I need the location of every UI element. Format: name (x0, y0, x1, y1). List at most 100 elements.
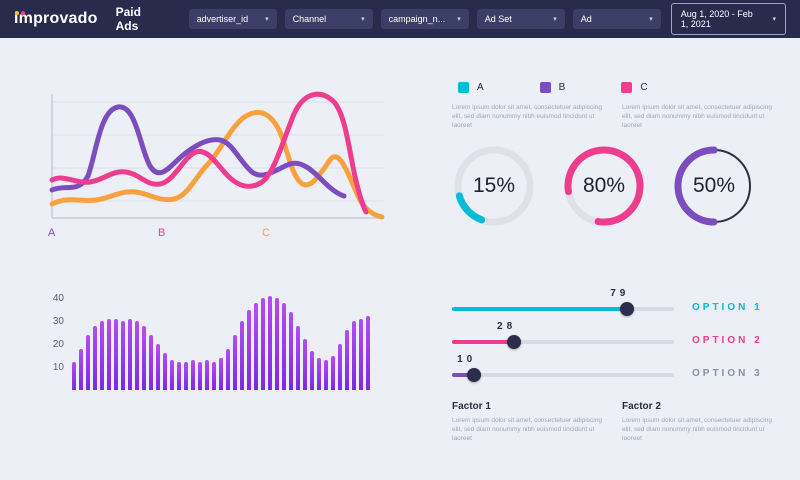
slider-3: 10 OPTION 3 (452, 354, 788, 387)
filter-channel[interactable]: Channel ▾ (284, 9, 373, 29)
bar (240, 321, 244, 390)
x-label-B: B (158, 227, 166, 239)
legend: A B C (452, 82, 788, 93)
bar (352, 321, 356, 390)
legend-swatch (539, 82, 551, 93)
legend-item-B: B (539, 82, 566, 93)
description-text-2: Lorem ipsum dolor sit amet, consectetuer… (622, 104, 772, 130)
slider-track[interactable] (452, 340, 674, 344)
slider-track-area: 10 (452, 354, 674, 387)
bar (317, 357, 321, 390)
slider-handle[interactable] (507, 335, 522, 349)
bar (254, 302, 258, 390)
filter-label: Ad Set (484, 14, 512, 24)
factors: Factor 1 Lorem ipsum dolor sit amet, con… (452, 401, 788, 443)
bar (121, 321, 125, 390)
filter-label: campaign_n... (388, 14, 446, 24)
bar (149, 334, 153, 390)
filter-label: advertiser_id (196, 14, 249, 24)
bar (324, 360, 328, 390)
legend-item-A: A (458, 82, 484, 93)
filter-ad[interactable]: Ad ▾ (572, 9, 661, 29)
gauge-value: 50% (692, 174, 736, 198)
x-label-C: C (262, 227, 270, 239)
bar (310, 350, 314, 390)
legend-swatch (458, 82, 469, 93)
bar (359, 318, 363, 390)
slider-track[interactable] (452, 373, 674, 377)
bar (128, 318, 132, 390)
logo-text: improvado (14, 10, 98, 27)
line-chart-x-labels: A B C (38, 225, 394, 243)
slider-track-area: 79 (452, 288, 674, 321)
bar (79, 348, 83, 390)
bar (191, 360, 195, 390)
date-range-picker[interactable]: Aug 1, 2020 - Feb 1, 2021 ▾ (670, 3, 786, 35)
bar (135, 321, 139, 390)
sliders-panel: 79 OPTION 1 28 OPTION 2 10 OPTION 3 Factor 1 … (452, 288, 788, 443)
logo: improvado (14, 10, 98, 28)
x-label-A: A (48, 227, 56, 239)
filter-label: Channel (292, 14, 327, 24)
bar (261, 298, 265, 390)
chevron-down-icon: ▾ (457, 16, 461, 23)
filter-campaign-name[interactable]: campaign_n... ▾ (380, 9, 469, 29)
description-row: Lorem ipsum dolor sit amet, consectetuer… (452, 103, 788, 130)
line-series-A (49, 104, 347, 199)
slider-value: 10 (457, 354, 477, 365)
chevron-down-icon: ▾ (649, 16, 653, 23)
gauge-value: 15% (472, 174, 516, 198)
bar (345, 330, 349, 390)
gauge-15: 15% (452, 144, 536, 228)
slider-fill (452, 373, 475, 377)
bar (268, 295, 272, 390)
line-chart: A B C (38, 80, 394, 243)
bar (114, 318, 118, 390)
slider-2: 28 OPTION 2 (452, 321, 788, 354)
sliders: 79 OPTION 1 28 OPTION 2 10 OPTION 3 (452, 288, 788, 387)
slider-value: 28 (497, 321, 517, 332)
bar-chart-bars (72, 290, 370, 390)
bar (233, 334, 237, 390)
slider-option-label: OPTION 2 (692, 335, 763, 346)
bar (226, 348, 230, 390)
summary-panel: A B C Lorem ipsum dolor sit amet, consecte… (452, 82, 788, 228)
bar (184, 362, 188, 390)
bar (219, 357, 223, 390)
bar (205, 360, 209, 390)
bar (177, 362, 181, 390)
gauge-80: 80% (562, 144, 646, 228)
chevron-down-icon: ▾ (265, 16, 269, 23)
line-chart-svg (49, 91, 385, 220)
slider-value: 79 (610, 288, 630, 299)
logo-dot-pink (21, 11, 25, 15)
filter-label: Ad (580, 14, 592, 24)
filter-advertiser-id[interactable]: advertiser_id ▾ (188, 9, 277, 29)
factor-1: Factor 1 Lorem ipsum dolor sit amet, con… (452, 401, 604, 443)
legend-label: B (558, 82, 566, 93)
filter-bar: advertiser_id ▾ Channel ▾ campaign_n... ▾ Ad S… (188, 9, 661, 29)
slider-handle[interactable] (620, 302, 635, 316)
slider-1: 79 OPTION 1 (452, 288, 788, 321)
chevron-down-icon: ▾ (361, 16, 365, 23)
legend-swatch (621, 82, 633, 93)
factor-title: Factor 1 (452, 401, 491, 412)
factor-text: Lorem ipsum dolor sit amet, consectetuer… (452, 417, 602, 443)
bar (72, 362, 76, 390)
y-tick: 10 (52, 362, 64, 373)
bar (289, 311, 293, 390)
page-title: Paid Ads (115, 5, 141, 33)
bar (366, 316, 370, 390)
bar-chart: 10 20 30 40 (42, 288, 392, 400)
bar (170, 360, 174, 390)
slider-fill (452, 307, 628, 311)
y-tick: 20 (52, 339, 64, 350)
filter-ad-set[interactable]: Ad Set ▾ (476, 9, 565, 29)
bar (296, 325, 300, 390)
bar (198, 362, 202, 390)
logo-dot-yellow (15, 11, 19, 15)
chevron-down-icon: ▾ (553, 16, 557, 23)
line-series-C (49, 110, 385, 220)
slider-handle[interactable] (467, 368, 482, 382)
bar (142, 325, 146, 390)
